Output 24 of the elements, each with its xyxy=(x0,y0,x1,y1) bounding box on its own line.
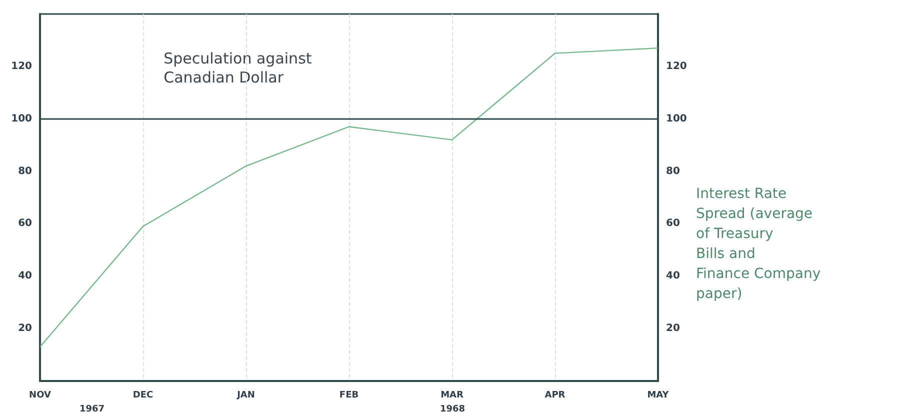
text: 1968 xyxy=(440,404,466,414)
x-tick-label: MAR xyxy=(440,390,464,400)
y-tick-label: 100 xyxy=(11,113,32,124)
x-tick-label: APR xyxy=(544,390,566,400)
y2-tick-label: 100 xyxy=(666,113,687,124)
x-tick-label: MAY xyxy=(647,390,670,400)
x-tick-label: NOV xyxy=(29,390,51,400)
y-tick-label: 60 xyxy=(18,218,32,230)
x-tick-label: FEB xyxy=(339,390,359,400)
y2-tick-label: 40 xyxy=(666,270,680,282)
y2-tick-label: 120 xyxy=(666,60,687,72)
y2-tick-label: 80 xyxy=(666,166,680,177)
y-tick-label: 20 xyxy=(18,323,32,334)
y-tick-label: 40 xyxy=(18,270,32,282)
annotation: Speculation against Canadian Dollar xyxy=(164,50,312,86)
y2-tick-label: 60 xyxy=(666,218,680,230)
x-tick-label: DEC xyxy=(132,390,154,400)
x-tick-label: JAN xyxy=(236,390,255,400)
line-series xyxy=(39,47,659,348)
text: 1967 xyxy=(80,404,105,414)
text: Interest Rate Spread (average of Treasury Bills and Finance Company paper) xyxy=(696,186,821,302)
y-tick-label: 80 xyxy=(18,166,32,177)
y2-tick-label: 20 xyxy=(666,323,680,334)
y-tick-label: 120 xyxy=(11,60,32,72)
